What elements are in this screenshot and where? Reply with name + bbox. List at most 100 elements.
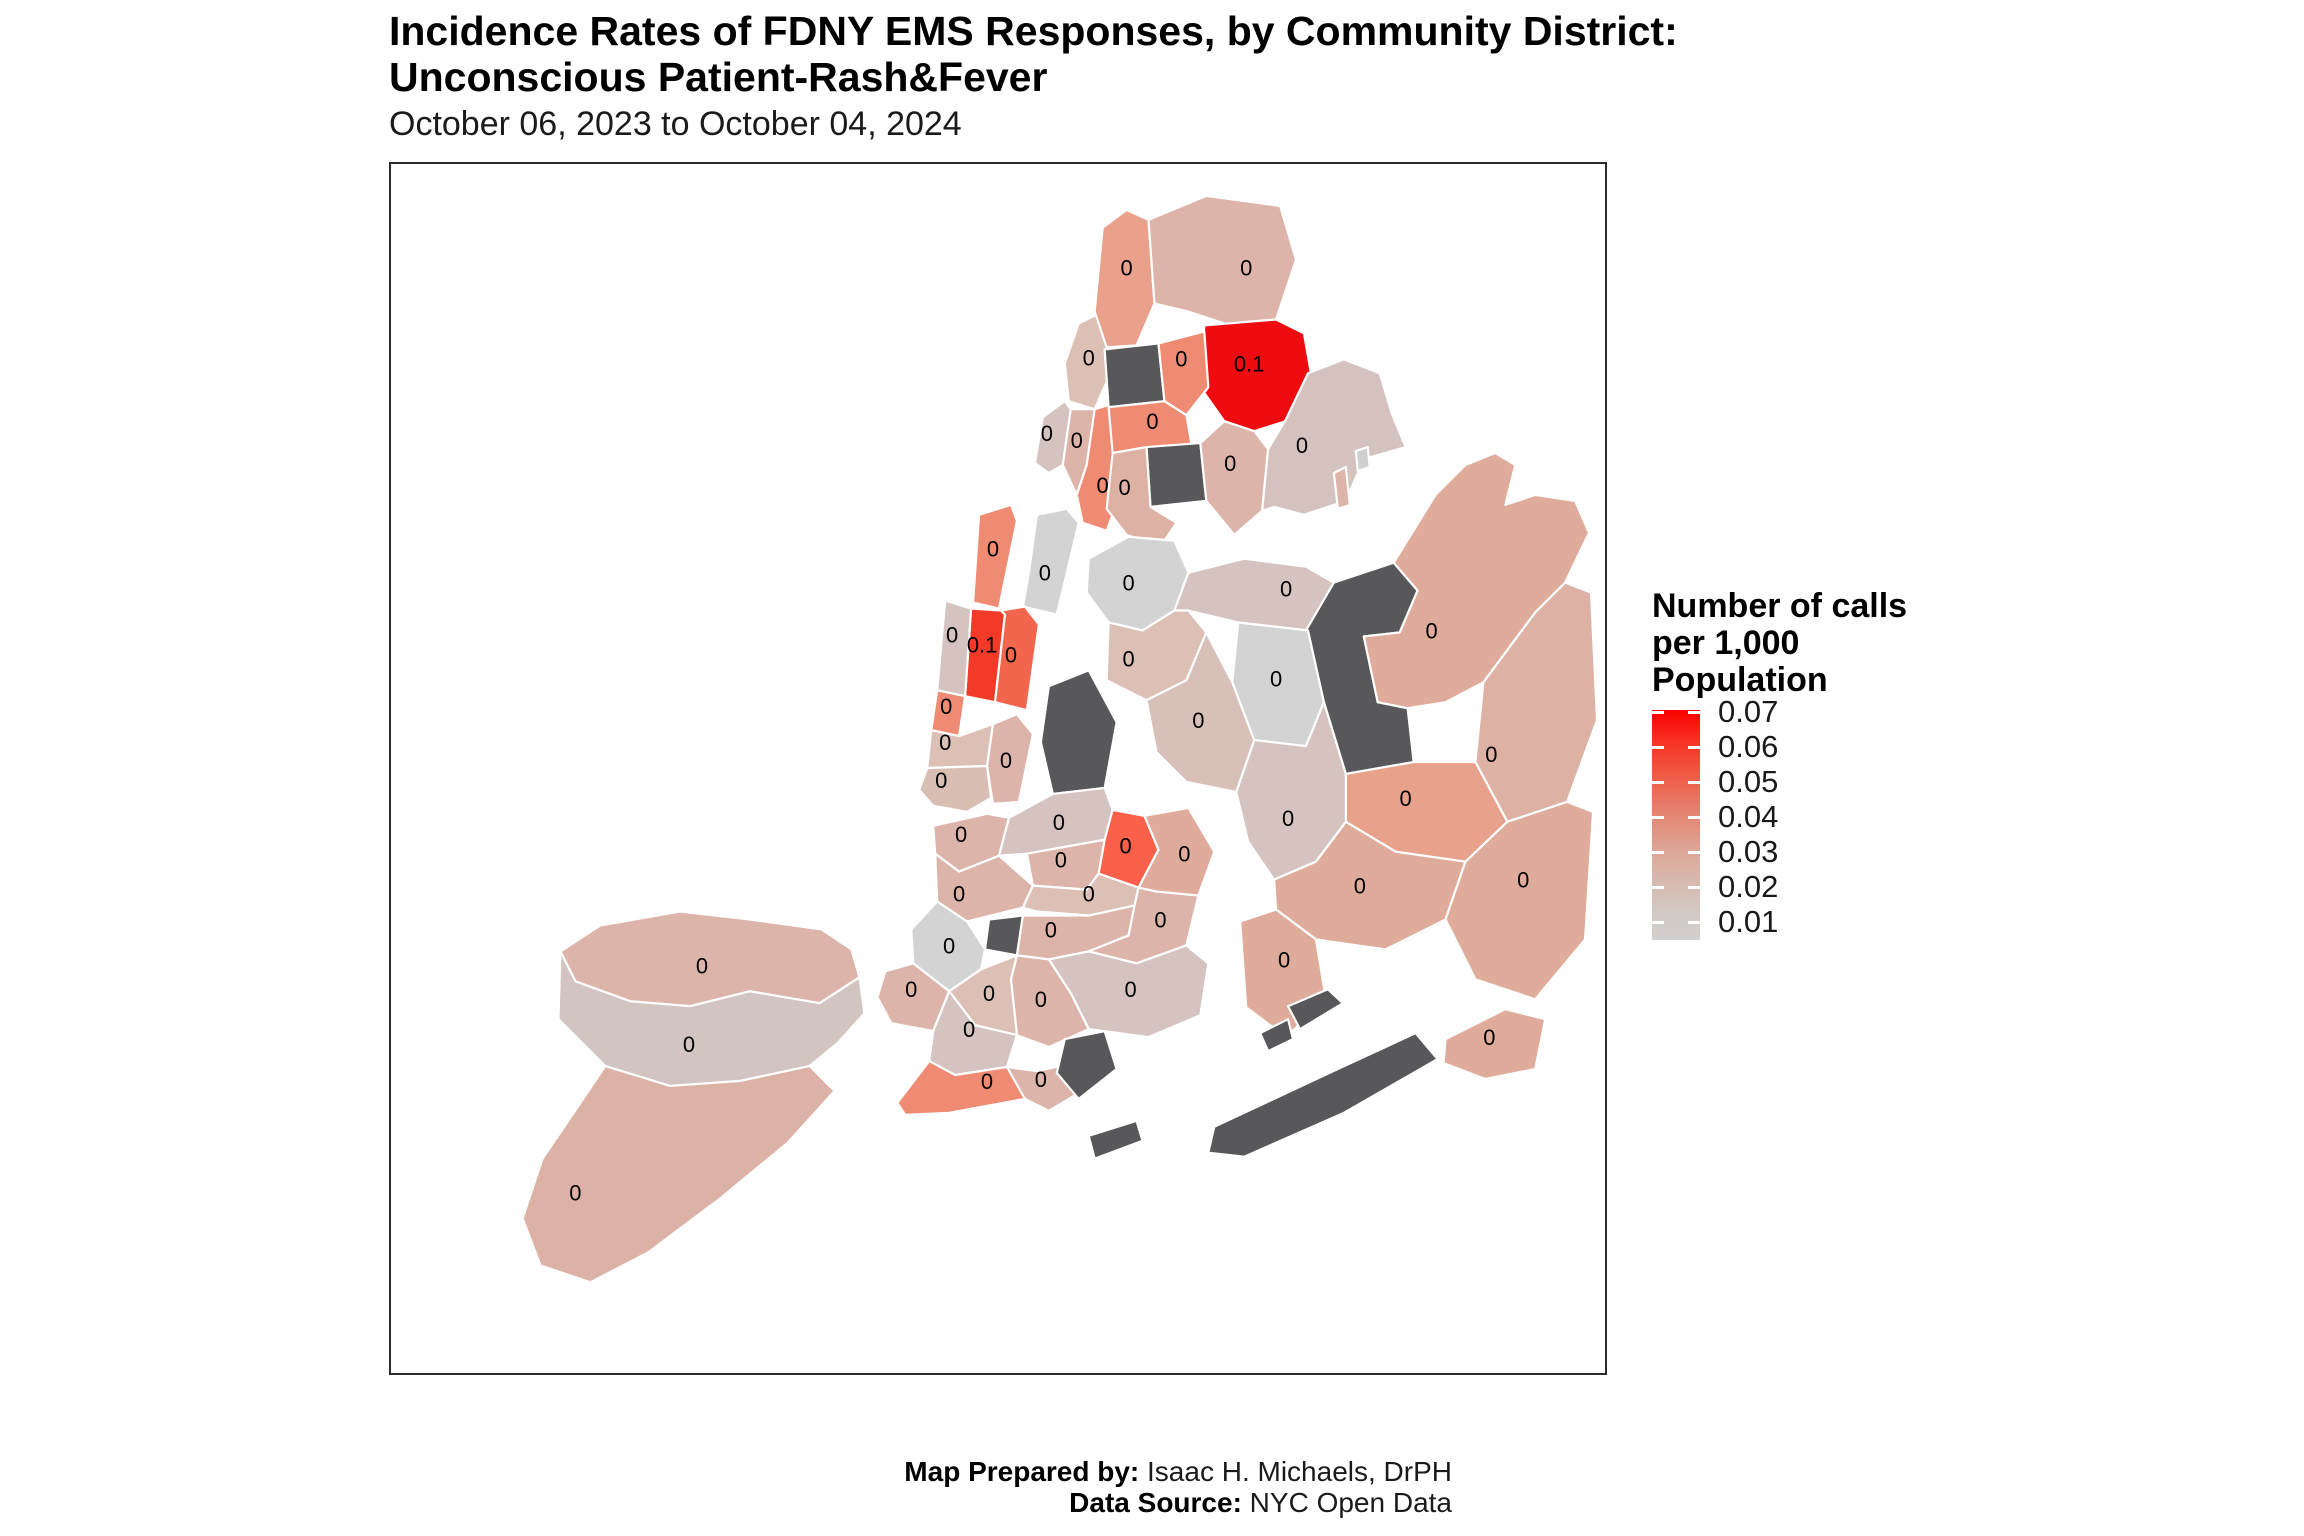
- district-label-mn-1: 0: [935, 768, 947, 793]
- district-bx-city-island: [1332, 465, 1351, 510]
- map-panel: 0 0 0 0 0 0 0 0 0 0.1 0 0 0 0 0 0 0 0 0.1 0 0 0 0 0 0 0 0 0 0 0 0 0 0 0 0 0…: [389, 162, 1607, 1375]
- district-mn-6: [993, 605, 1040, 712]
- district-park-floyd-bennett: [1055, 1030, 1118, 1101]
- legend-tick-label: 0.03: [1718, 834, 1779, 869]
- district-bx-1-2: [1105, 445, 1178, 548]
- chart-title-line2: Unconscious Patient-Rash&Fever: [389, 54, 1048, 100]
- district-label-si-north: 0: [696, 953, 708, 978]
- caption-source-value: NYC Open Data: [1241, 1487, 1452, 1518]
- district-label-qn-1: 0: [1122, 571, 1134, 596]
- district-label-mn-4-north: 0: [946, 622, 958, 647]
- chart-title-line1: Incidence Rates of FDNY EMS Responses, b…: [389, 8, 1678, 54]
- district-label-mn-5: 0.1: [967, 632, 997, 657]
- district-label-bx-5: 0: [1146, 409, 1158, 434]
- district-park-jamaica-bay-1: [1286, 988, 1344, 1031]
- district-label-bk-14: 0: [1035, 987, 1047, 1012]
- district-park-north-brooklyn: [1039, 669, 1118, 796]
- district-label-bx-8: 0: [1120, 256, 1132, 281]
- legend-tick-notch-left: [1652, 711, 1664, 714]
- caption: Map Prepared by: Isaac H. Michaels, DrPH…: [904, 1456, 1452, 1518]
- district-park-jamaica-bay-2: [1259, 1018, 1295, 1053]
- district-label-bk-15: 0: [1035, 1067, 1047, 1092]
- district-label-mn-8: 0: [1039, 561, 1051, 586]
- district-bx-7: [1157, 330, 1210, 417]
- legend-tick-label: 0.06: [1718, 729, 1779, 764]
- district-label-qn-4: 0: [1270, 666, 1282, 691]
- district-label-qn-7: 0: [1425, 618, 1437, 643]
- caption-source-label: Data Source:: [1069, 1487, 1242, 1518]
- district-park-van-cortlandt: [1103, 342, 1166, 409]
- district-label-qn-6: 0: [1282, 806, 1294, 831]
- district-label-qn-11: 0: [1485, 742, 1497, 767]
- district-label-qn-8: 0: [1400, 786, 1412, 811]
- district-label-bk-13: 0: [981, 1069, 993, 1094]
- legend-tick-notch-left: [1652, 921, 1664, 924]
- district-qn-5: [1145, 631, 1256, 794]
- district-label-bk-2: 0: [955, 822, 967, 847]
- legend-title-line1: Number of calls: [1652, 587, 1908, 625]
- legend-tick-label: 0.01: [1718, 904, 1779, 939]
- district-bx-10: [1261, 358, 1407, 516]
- district-label-mn-3: 0: [1000, 748, 1012, 773]
- district-qn-14: [1442, 1008, 1547, 1081]
- district-label-qn-12: 0: [1354, 874, 1366, 899]
- district-mn-3: [985, 713, 1034, 805]
- district-label-bk-8: 0: [1083, 882, 1095, 907]
- legend-tick-notch-right: [1688, 781, 1700, 784]
- legend-tick-notch-right: [1688, 816, 1700, 819]
- district-label-qn-13: 0: [1517, 868, 1529, 893]
- district-bx-9: [1199, 420, 1270, 536]
- district-mn-8: [1021, 507, 1080, 616]
- legend-tick-notch-right: [1688, 851, 1700, 854]
- district-label-bk-4: 0: [1055, 848, 1067, 873]
- district-label-bk-12: 0: [983, 981, 995, 1006]
- legend-tick-label: 0.07: [1718, 694, 1779, 729]
- district-mn-1: [918, 764, 993, 813]
- legend-tick-label: 0.05: [1718, 764, 1779, 799]
- district-label-qn-3: 0: [1280, 577, 1292, 602]
- district-label-bx-7: 0: [1175, 346, 1187, 371]
- district-label-bk-11: 0: [963, 1017, 975, 1042]
- district-label-mn-4-south: 0: [940, 694, 952, 719]
- legend-tick-label: 0.04: [1718, 799, 1779, 834]
- district-label-bx-10: 0: [1296, 433, 1308, 458]
- district-label-bx-1-2: 0: [1118, 475, 1130, 500]
- caption-prepared-value: Isaac H. Michaels, DrPH: [1139, 1456, 1452, 1487]
- district-park-rockaway: [1207, 1032, 1439, 1158]
- district-qn-13: [1444, 800, 1595, 1001]
- legend-tick-notch-left: [1652, 816, 1664, 819]
- legend-gradient-bar: [1652, 710, 1700, 940]
- district-label-mn-6: 0: [1005, 642, 1017, 667]
- district-label-bk-18: 0: [1124, 977, 1136, 1002]
- district-qn-3: [1173, 557, 1335, 632]
- district-label-bk-17: 0: [1154, 907, 1166, 932]
- legend: Number of calls per 1,000 Population: [1652, 588, 2032, 699]
- district-label-mn-7: 0: [987, 537, 999, 562]
- chart-title: Incidence Rates of FDNY EMS Responses, b…: [389, 8, 1678, 100]
- district-label-si-south: 0: [569, 1181, 581, 1206]
- district-park-bronx-park: [1145, 441, 1208, 508]
- district-label-qn-5: 0: [1192, 708, 1204, 733]
- district-label-qn-10: 0: [1278, 947, 1290, 972]
- district-label-bk-3: 0: [1053, 810, 1065, 835]
- caption-source-line: Data Source: NYC Open Data: [904, 1487, 1452, 1518]
- legend-tick-notch-left: [1652, 781, 1664, 784]
- district-label-qn-2: 0: [1122, 646, 1134, 671]
- district-label-bx-12: 0: [1240, 256, 1252, 281]
- caption-prepared-label: Map Prepared by:: [904, 1456, 1140, 1487]
- district-label-mn-10: 0: [1071, 428, 1083, 453]
- legend-tick-notch-right: [1688, 886, 1700, 889]
- legend-tick-notch-left: [1652, 886, 1664, 889]
- district-label-mn-9: 0: [1041, 421, 1053, 446]
- district-label-mn-12: 0: [1083, 345, 1095, 370]
- district-mn-7: [971, 503, 1019, 610]
- district-label-bx-9: 0: [1224, 451, 1236, 476]
- legend-tick-label: 0.02: [1718, 869, 1779, 904]
- district-label-bk-10: 0: [905, 977, 917, 1002]
- legend-tick-notch-left: [1652, 746, 1664, 749]
- district-bx-hart-island: [1354, 445, 1371, 473]
- legend-tick-notch-right: [1688, 711, 1700, 714]
- district-label-bk-16: 0: [1119, 834, 1131, 859]
